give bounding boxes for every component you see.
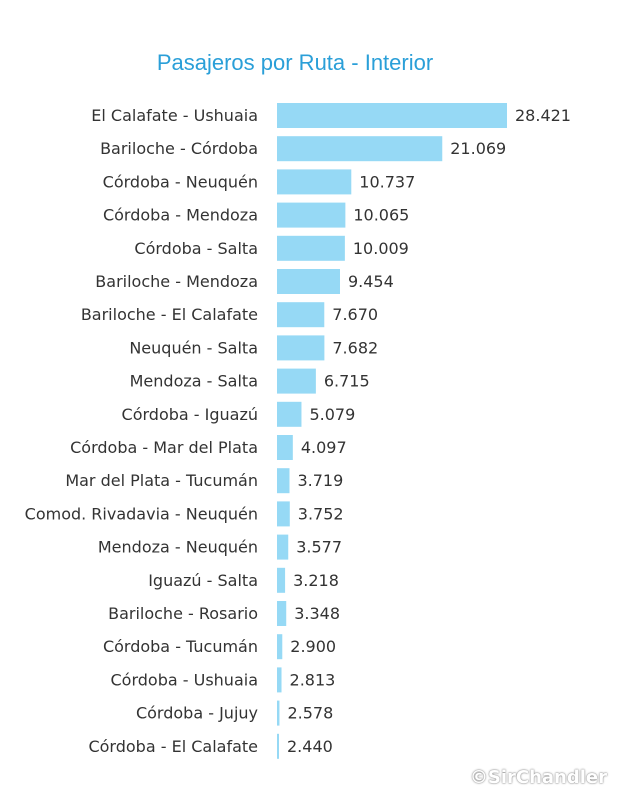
value-label: 7.682 xyxy=(332,338,378,357)
value-label: 2.813 xyxy=(290,670,336,689)
category-label: Mendoza - Salta xyxy=(130,372,258,391)
value-label: 3.348 xyxy=(294,604,340,623)
value-label: 10.737 xyxy=(359,172,415,191)
bar xyxy=(277,534,289,560)
category-label: Mendoza - Neuquén xyxy=(98,538,258,557)
category-label: Córdoba - Salta xyxy=(134,239,258,258)
value-label: 2.578 xyxy=(287,704,333,723)
category-label: Córdoba - Mendoza xyxy=(103,206,258,225)
value-label: 10.065 xyxy=(353,206,409,225)
bar xyxy=(277,601,287,626)
bar xyxy=(277,634,283,660)
value-label: 28.421 xyxy=(515,106,571,125)
bar xyxy=(277,302,325,328)
watermark: ©SirChandler xyxy=(469,767,607,788)
bar xyxy=(277,235,345,261)
value-label: 2.440 xyxy=(287,737,333,756)
category-label: Córdoba - Jujuy xyxy=(136,704,258,723)
category-label: Bariloche - Córdoba xyxy=(100,139,258,158)
category-label: Mar del Plata - Tucumán xyxy=(65,471,258,490)
bars xyxy=(277,103,507,759)
bar xyxy=(277,567,286,593)
bar xyxy=(277,435,293,460)
category-label: Córdoba - Neuquén xyxy=(103,172,258,191)
value-label: 21.069 xyxy=(450,139,506,158)
bar xyxy=(277,468,290,494)
value-label: 6.715 xyxy=(324,372,370,391)
bar xyxy=(277,700,280,726)
value-label: 7.670 xyxy=(332,305,378,324)
category-label: Bariloche - Rosario xyxy=(108,604,258,623)
value-label: 10.009 xyxy=(353,239,409,258)
value-label: 3.218 xyxy=(293,571,339,590)
category-label: Córdoba - Ushuaia xyxy=(111,670,259,689)
value-label: 2.900 xyxy=(290,637,336,656)
value-labels: 28.421 21.069 10.737 10.065 10.009 9.454 7.670… xyxy=(287,106,571,756)
value-label: 9.454 xyxy=(348,272,394,291)
bar xyxy=(277,335,325,361)
bar xyxy=(277,401,302,427)
bar xyxy=(277,103,507,128)
value-label: 3.577 xyxy=(296,538,342,557)
bar xyxy=(277,202,346,228)
value-label: 3.719 xyxy=(297,471,343,490)
bar xyxy=(277,136,443,162)
category-label: Comod. Rivadavia - Neuquén xyxy=(25,504,258,523)
bar xyxy=(277,368,316,394)
category-label: Córdoba - Tucumán xyxy=(103,637,258,656)
category-label: Bariloche - El Calafate xyxy=(81,305,258,324)
value-label: 3.752 xyxy=(298,504,344,523)
chart-title: Pasajeros por Ruta - Interior xyxy=(156,50,434,75)
category-label: Iguazú - Salta xyxy=(148,571,258,590)
category-label: Córdoba - Mar del Plata xyxy=(70,438,258,457)
category-label: Córdoba - Iguazú xyxy=(122,405,258,424)
category-labels: El Calafate - Ushuaia Bariloche - Córdoba… xyxy=(25,106,258,756)
category-label: Córdoba - El Calafate xyxy=(88,737,258,756)
bar xyxy=(277,169,352,195)
bar xyxy=(277,667,282,693)
category-label: El Calafate - Ushuaia xyxy=(91,106,258,125)
bar xyxy=(277,501,290,527)
value-label: 5.079 xyxy=(309,405,355,424)
category-label: Neuquén - Salta xyxy=(129,338,258,357)
bar xyxy=(277,269,340,294)
bar xyxy=(277,733,279,759)
category-label: Bariloche - Mendoza xyxy=(95,272,258,291)
value-label: 4.097 xyxy=(301,438,347,457)
